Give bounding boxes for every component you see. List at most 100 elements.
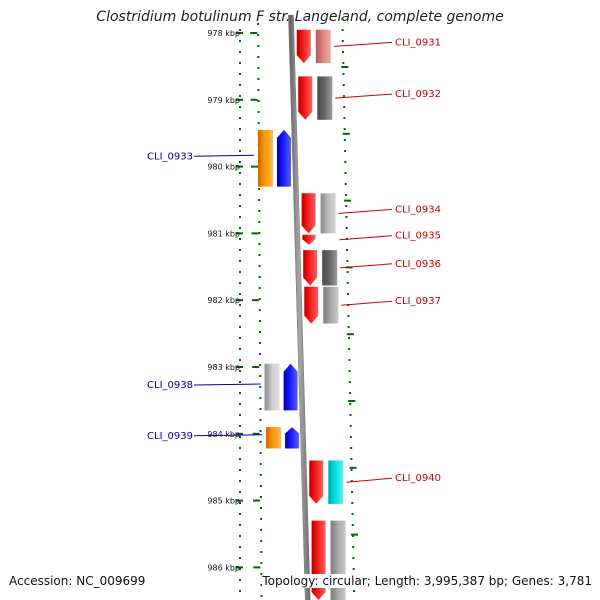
major-tick: [236, 499, 243, 502]
gene-label-cli_0934: CLI_0934: [395, 204, 441, 215]
tick-dot: [343, 106, 346, 108]
tick-dot: [239, 271, 241, 273]
leader-line: [338, 208, 393, 214]
tick-dot: [239, 546, 241, 548]
genome-backbone: [288, 14, 311, 600]
tick-dot: [346, 260, 349, 262]
gene-arrow-cli_0933: [277, 129, 291, 187]
tick-dot: [239, 172, 241, 174]
gene-label-cli_0931: CLI_0931: [395, 37, 441, 48]
major-tick: [236, 366, 243, 368]
tick-dot: [341, 40, 344, 42]
tick-dot: [239, 150, 241, 152]
tick-dot: [348, 381, 351, 383]
gene-label-cli_0936: CLI_0936: [395, 259, 441, 270]
major-tick: [250, 32, 258, 34]
tick-dot: [257, 23, 260, 25]
tick-dot: [259, 342, 262, 344]
tick-dot: [239, 590, 241, 592]
tick-dot: [239, 425, 241, 427]
tick-dot: [239, 293, 241, 295]
gene-label-cli_0932: CLI_0932: [395, 89, 441, 100]
tick-label: 980 kbp: [207, 163, 240, 172]
tick-dot: [239, 282, 241, 284]
tick-dot: [257, 78, 260, 80]
major-tick: [251, 299, 259, 302]
gene-label-cli_0937: CLI_0937: [395, 296, 441, 307]
tick-dot: [260, 529, 263, 531]
tick-dot: [257, 45, 260, 47]
cog-bar-cli_0938: [264, 363, 280, 411]
major-tick: [236, 232, 243, 235]
tick-dot: [347, 315, 350, 317]
minor-tick: [346, 333, 354, 336]
genome-info-label: Topology: circular; Length: 3,995,387 bp…: [262, 574, 592, 588]
gene-label-cli_0935: CLI_0935: [395, 231, 441, 242]
tick-label: 983 kbp: [207, 363, 240, 372]
tick-dot: [258, 199, 261, 201]
tick-dot: [239, 128, 241, 130]
tick-dot: [239, 359, 241, 361]
tick-dot: [239, 392, 241, 394]
tick-dot: [239, 557, 241, 559]
tick-dot: [349, 392, 352, 394]
tick-dot: [259, 441, 262, 443]
tick-dot: [239, 315, 241, 317]
tick-dot: [346, 271, 349, 273]
tick-dot: [239, 403, 241, 405]
tick-dot: [342, 84, 345, 86]
tick-dot: [257, 67, 260, 69]
cog-bar-cli_0934: [320, 193, 336, 234]
tick-dot: [239, 348, 241, 350]
tick-dot: [239, 524, 241, 526]
leader-line: [335, 93, 393, 99]
tick-dot: [346, 249, 349, 251]
tick-dot: [258, 287, 261, 289]
gene-arrow-cli_0938: [283, 363, 298, 411]
tick-dot: [259, 408, 262, 410]
cog-bar: [330, 520, 346, 600]
tick-dot: [239, 29, 241, 31]
tick-dot: [342, 51, 345, 53]
tick-dot: [351, 524, 354, 526]
tick-dot: [259, 397, 262, 399]
minor-tick: [350, 533, 358, 536]
tick-dot: [352, 557, 355, 559]
tick-dot: [239, 161, 241, 163]
tick-dot: [350, 447, 353, 449]
major-tick: [236, 165, 243, 168]
tick-dot: [259, 419, 262, 421]
cog-bar-cli_0940: [328, 460, 344, 504]
tick-dot: [239, 205, 241, 207]
tick-dot: [258, 276, 261, 278]
tick-dot: [257, 89, 260, 91]
tick-dot: [260, 507, 263, 509]
accession-label: Accession: NC_009699: [9, 574, 146, 588]
tick-dot: [350, 480, 353, 482]
tick-dot: [343, 139, 346, 141]
tick-dot: [239, 95, 241, 97]
tick-dot: [239, 40, 241, 42]
tick-dot: [260, 518, 263, 520]
tick-dot: [352, 546, 355, 548]
tick-dot: [259, 463, 262, 465]
tick-dot: [346, 282, 349, 284]
cog-bar-cli_0936: [322, 250, 338, 286]
tick-dot: [342, 73, 345, 75]
tick-dot: [342, 95, 345, 97]
tick-label: 978 kbp: [207, 29, 240, 38]
major-tick: [253, 566, 261, 569]
minor-tick: [342, 132, 350, 135]
tick-dot: [345, 227, 348, 229]
cog-bar-cli_0932: [317, 76, 333, 120]
tick-dot: [239, 227, 241, 229]
major-tick: [236, 566, 243, 569]
tick-dot: [257, 111, 260, 113]
tick-dot: [260, 595, 263, 597]
gene-label-cli_0933: CLI_0933: [147, 151, 193, 162]
gene-arrow-cli_0939: [285, 427, 300, 449]
gene-arrow: [311, 520, 326, 600]
tick-dot: [239, 84, 241, 86]
tick-dot: [343, 128, 346, 130]
